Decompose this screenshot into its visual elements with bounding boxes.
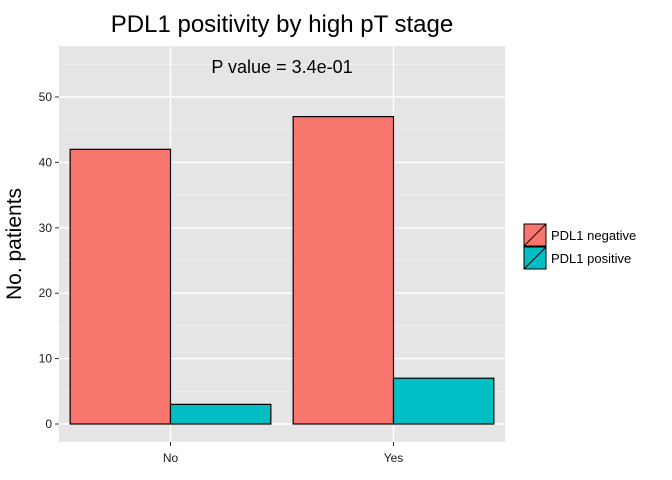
legend-label: PDL1 negative	[551, 228, 636, 243]
y-tick-label: 50	[39, 90, 53, 104]
legend: PDL1 negative PDL1 positive	[523, 223, 636, 270]
legend-swatch-slash	[523, 246, 547, 270]
p-value-annotation: P value = 3.4e-01	[211, 57, 352, 77]
bar-pdl1-negative-no	[69, 148, 172, 425]
x-tick-label: No	[163, 451, 179, 465]
y-tick-label: 40	[39, 155, 53, 169]
x-tick-label: Yes	[384, 451, 404, 465]
bar-pdl1-positive-no	[169, 403, 272, 425]
x-axis: No Yes	[163, 442, 403, 465]
y-tick-label: 30	[39, 221, 53, 235]
y-axis: 0 10 20 30 40 50	[39, 90, 59, 431]
bars	[69, 116, 495, 425]
y-tick-label: 10	[39, 352, 53, 366]
legend-swatch-slash	[523, 223, 547, 247]
chart-title: PDL1 positivity by high pT stage	[111, 11, 453, 38]
y-axis-label: No. patients	[3, 188, 26, 300]
legend-label: PDL1 positive	[551, 251, 631, 266]
y-tick-label: 20	[39, 286, 53, 300]
y-tick-label: 0	[45, 417, 52, 431]
bar-pdl1-positive-yes	[392, 377, 495, 425]
bar-pdl1-negative-yes	[292, 116, 395, 425]
